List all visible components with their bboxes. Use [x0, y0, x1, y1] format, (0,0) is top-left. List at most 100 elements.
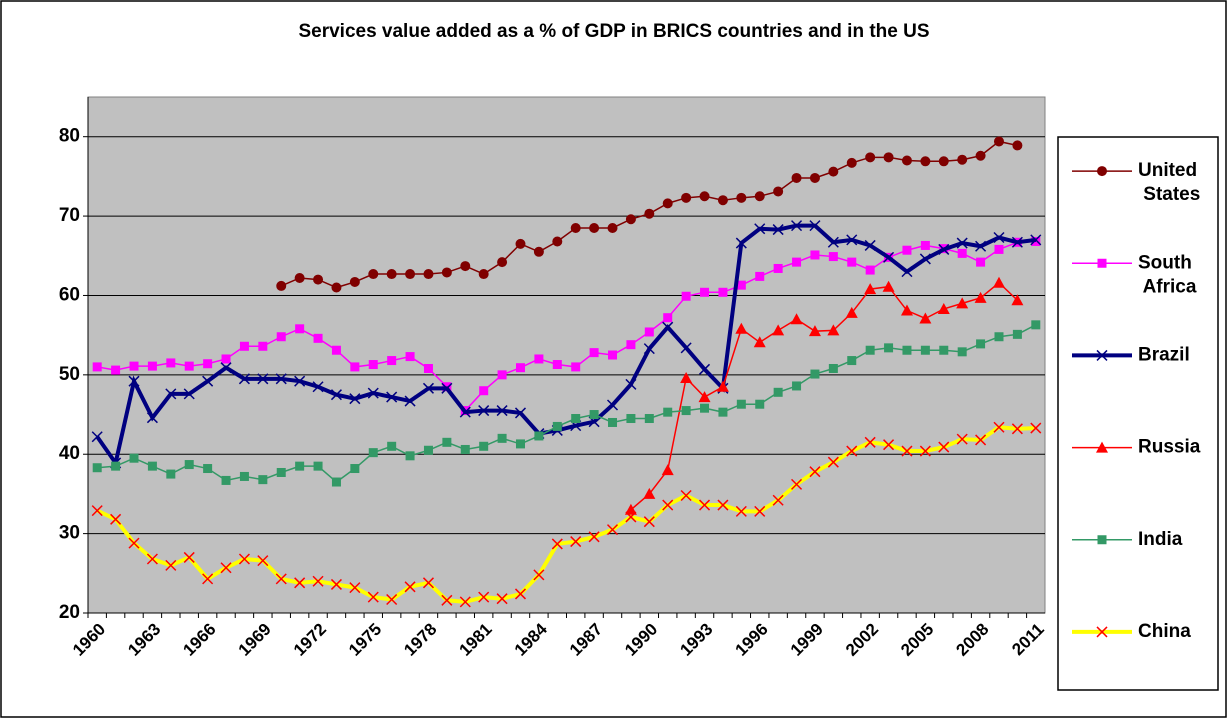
marker — [606, 399, 619, 411]
marker — [976, 339, 986, 349]
marker — [937, 302, 950, 314]
marker — [975, 150, 986, 161]
marker — [681, 192, 692, 203]
marker — [331, 282, 342, 293]
marker — [460, 261, 471, 272]
marker — [698, 363, 711, 375]
marker — [1030, 422, 1042, 434]
marker — [957, 248, 967, 258]
marker — [956, 433, 968, 445]
marker — [901, 266, 913, 278]
marker — [422, 577, 435, 589]
marker — [902, 345, 912, 355]
marker — [700, 403, 710, 413]
marker — [754, 505, 766, 517]
marker — [865, 345, 875, 355]
marker — [239, 341, 249, 351]
marker — [828, 363, 838, 373]
marker — [608, 350, 618, 360]
marker — [809, 220, 821, 232]
marker — [313, 274, 324, 285]
marker — [643, 516, 655, 528]
marker — [773, 387, 783, 397]
marker — [478, 405, 490, 417]
plot-area — [87, 96, 1046, 614]
marker — [700, 287, 710, 297]
marker — [238, 553, 250, 565]
marker — [331, 345, 341, 355]
marker — [497, 433, 507, 443]
marker — [808, 325, 821, 337]
marker — [663, 313, 673, 323]
marker — [1096, 441, 1108, 453]
marker — [534, 354, 544, 364]
marker — [920, 156, 931, 167]
marker — [662, 499, 674, 511]
legend-label: United States — [1138, 160, 1200, 205]
marker — [129, 453, 139, 463]
marker — [1097, 258, 1107, 268]
marker — [643, 487, 656, 499]
series-line — [630, 281, 1018, 511]
marker — [644, 414, 654, 424]
marker — [718, 407, 728, 417]
marker — [478, 591, 490, 603]
marker — [128, 537, 140, 549]
marker — [607, 222, 618, 233]
marker — [772, 324, 785, 336]
marker — [828, 166, 839, 177]
marker — [111, 461, 121, 471]
marker — [146, 412, 158, 424]
marker — [294, 577, 306, 589]
legend-box — [1057, 136, 1219, 691]
marker — [717, 195, 728, 206]
series-line — [97, 324, 1037, 483]
marker — [680, 489, 692, 502]
marker — [624, 503, 637, 515]
marker — [994, 332, 1004, 342]
marker — [625, 214, 636, 225]
marker — [606, 524, 619, 536]
marker — [1030, 234, 1042, 246]
marker — [680, 342, 692, 354]
legend-label: China — [1138, 621, 1191, 642]
marker — [698, 391, 711, 403]
marker — [220, 362, 232, 374]
marker — [994, 244, 1004, 254]
marker — [901, 445, 913, 457]
marker — [313, 333, 323, 343]
marker — [809, 466, 821, 478]
marker — [920, 345, 930, 355]
marker — [258, 475, 268, 485]
marker — [404, 581, 416, 593]
marker — [533, 246, 544, 257]
marker — [791, 220, 803, 232]
marker — [497, 370, 507, 380]
marker — [884, 343, 894, 353]
marker — [350, 464, 360, 474]
marker — [975, 240, 987, 252]
y-tick-label: 40 — [59, 443, 80, 464]
marker — [295, 461, 305, 471]
marker — [900, 304, 913, 316]
y-tick-label: 20 — [59, 602, 80, 623]
marker — [221, 475, 231, 485]
y-tick-label: 80 — [59, 126, 80, 147]
marker — [919, 253, 931, 265]
marker — [846, 445, 858, 457]
marker — [295, 324, 305, 334]
marker — [313, 461, 323, 471]
marker — [423, 269, 434, 280]
marker — [975, 434, 987, 446]
marker — [882, 280, 895, 292]
marker — [368, 269, 379, 280]
marker — [147, 361, 157, 371]
marker — [460, 444, 470, 454]
marker — [166, 469, 176, 479]
marker — [902, 245, 912, 255]
marker — [865, 265, 875, 275]
marker — [792, 381, 802, 391]
marker — [515, 363, 525, 373]
marker — [662, 321, 674, 333]
marker — [681, 406, 691, 416]
